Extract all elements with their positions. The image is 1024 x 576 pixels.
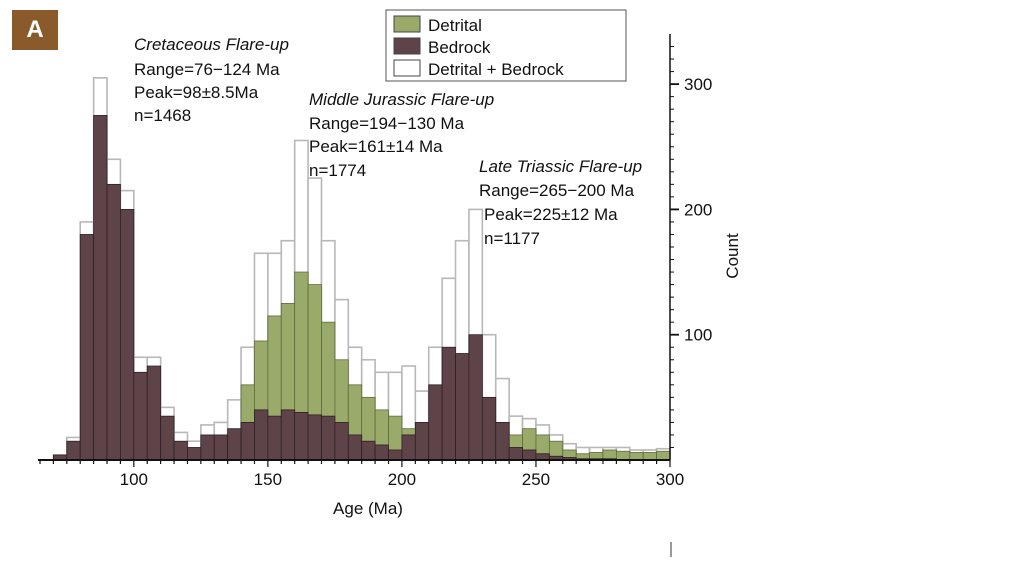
bar-bedrock-185: [361, 440, 376, 461]
bar-bedrock-205: [414, 422, 430, 461]
bar-bedrock-95: [120, 209, 135, 461]
bar-bedrock-120: [187, 447, 202, 461]
bar-bedrock-150: [267, 415, 282, 461]
bar-bedrock-230: [481, 396, 497, 461]
bar-detrital-280: [615, 450, 631, 461]
bar-bedrock-105: [146, 365, 162, 461]
annotation-peak: Peak=98±8.5Ma: [134, 83, 259, 102]
annotations: Cretaceous Flare-up Range=76−124 Ma Peak…: [134, 35, 642, 248]
annotation-range: Range=265−200 Ma: [479, 181, 635, 200]
bar-bedrock-170: [321, 415, 336, 461]
annotation-title: Middle Jurassic Flare-up: [309, 90, 494, 109]
annotation-range: Range=194−130 Ma: [309, 114, 465, 133]
axes: 100 150 200 250 300 100 200 300 Age (Ma) Count: [38, 34, 742, 557]
annotation-cretaceous: Cretaceous Flare-up Range=76−124 Ma Peak…: [134, 35, 289, 125]
bar-bedrock-220: [455, 353, 470, 461]
bar-bedrock-90: [106, 183, 121, 461]
bar-bedrock-235: [495, 422, 510, 461]
bar-bedrock-85: [93, 115, 108, 461]
bar-bedrock-225: [468, 334, 483, 461]
x-tick-label: 250: [522, 470, 550, 489]
bar-bedrock-160: [294, 411, 309, 461]
bar-bedrock-215: [441, 346, 456, 461]
annotation-title: Late Triassic Flare-up: [479, 157, 642, 176]
bar-bedrock-155: [280, 409, 296, 461]
legend-label-bedrock: Bedrock: [428, 38, 491, 57]
bar-bedrock-110: [160, 415, 175, 461]
bar-bedrock-100: [133, 371, 148, 461]
x-tick-label: 300: [656, 470, 684, 489]
x-tick-label: 150: [254, 470, 282, 489]
bar-bedrock-165: [307, 414, 322, 461]
bar-bedrock-180: [347, 434, 363, 461]
bar-bedrock-245: [522, 449, 537, 461]
bar-bedrock-200: [401, 434, 416, 461]
legend-box: [385, 9, 627, 82]
bar-bedrock-140: [240, 422, 255, 461]
bar-bedrock-115: [173, 440, 188, 461]
x-axis-title: Age (Ma): [333, 499, 403, 518]
bar-bedrock-125: [200, 434, 215, 461]
annotation-peak: Peak=225±12 Ma: [484, 205, 618, 224]
bar-bedrock-210: [428, 384, 443, 461]
x-tick-label: 200: [388, 470, 416, 489]
bar-detrital-290: [642, 452, 657, 461]
annotation-late-triassic: Late Triassic Flare-up Range=265−200 Ma …: [479, 157, 642, 248]
legend: Detrital Bedrock Detrital + Bedrock: [385, 9, 627, 82]
x-tick-label: 100: [120, 470, 148, 489]
bar-detrital-295: [656, 450, 671, 461]
annotation-n: n=1774: [309, 161, 366, 180]
y-tick-label: 100: [684, 326, 712, 345]
bar-bedrock-75: [66, 440, 81, 461]
legend-swatch-detrital: [393, 15, 421, 33]
annotation-n: n=1177: [484, 229, 540, 248]
bar-detrital-285: [629, 452, 644, 461]
bar-bedrock-80: [79, 234, 95, 461]
bar-bedrock-195: [388, 449, 403, 461]
annotation-n: n=1468: [134, 106, 191, 125]
bar-bedrock-130: [213, 434, 229, 461]
legend-label-detrital-bedrock: Detrital + Bedrock: [428, 60, 564, 79]
bar-bedrock-175: [334, 422, 349, 461]
y-axis-title: Count: [723, 233, 742, 279]
bar-bedrock-190: [374, 444, 389, 461]
legend-label-detrital: Detrital: [428, 16, 482, 35]
bar-bedrock-135: [227, 428, 242, 461]
annotation-title: Cretaceous Flare-up: [134, 35, 289, 54]
annotation-peak: Peak=161±14 Ma: [309, 137, 443, 156]
panel-label-badge: A: [12, 10, 58, 50]
annotation-middle-jurassic: Middle Jurassic Flare-up Range=194−130 M…: [309, 90, 494, 180]
annotation-range: Range=76−124 Ma: [134, 60, 280, 79]
bar-bedrock-145: [254, 409, 269, 461]
legend-swatch-detrital-bedrock: [393, 59, 421, 77]
y-tick-label: 200: [684, 200, 712, 219]
bar-bedrock-240: [508, 447, 523, 461]
y-tick-label: 300: [684, 75, 712, 94]
legend-swatch-bedrock: [393, 37, 421, 55]
